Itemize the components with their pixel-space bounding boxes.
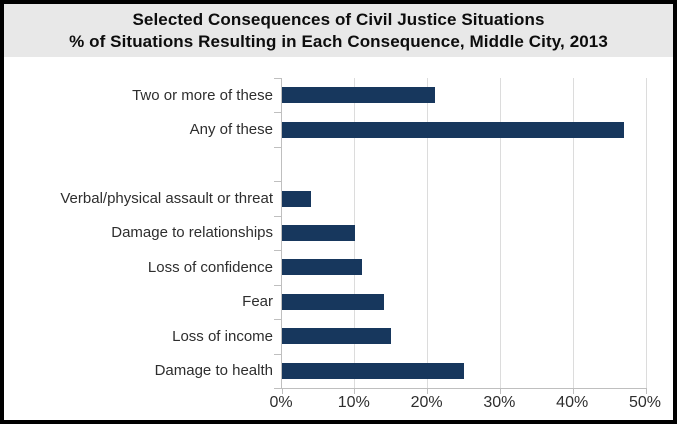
gridline (354, 78, 356, 388)
x-axis-tick (572, 388, 574, 394)
bar-two-or-more-of-these (282, 87, 435, 104)
y-axis-tick (274, 354, 281, 355)
x-axis-label: 20% (410, 394, 443, 411)
gridline (572, 78, 574, 388)
category-label: Damage to health (154, 362, 273, 380)
category-label: Verbal/physical assault or threat (60, 190, 273, 208)
x-axis-tick (427, 388, 429, 394)
bar-damage-to-health (282, 362, 464, 379)
category-label: Loss of confidence (147, 258, 273, 276)
x-axis-label: 0% (269, 394, 293, 411)
y-axis-tick (274, 250, 281, 251)
category-axis-labels: Two or more of these Any of these Verbal/p… (12, 78, 273, 388)
bar-loss-of-income (282, 328, 392, 345)
y-axis-tick (274, 216, 281, 217)
chart-title: Selected Consequences of Civil Justice S… (132, 9, 545, 29)
gridline (645, 78, 647, 388)
x-axis-label: 10% (337, 394, 370, 411)
x-axis-tick (645, 388, 647, 394)
chart-subtitle: % of Situations Resulting in Each Conseq… (69, 31, 608, 51)
x-axis-tick (281, 388, 283, 394)
category-label: Damage to relationships (111, 224, 273, 242)
y-axis-tick (274, 319, 281, 320)
bar-damage-to-relationships (282, 225, 355, 241)
x-axis-label: 30% (483, 394, 516, 411)
y-axis-tick (274, 388, 281, 389)
x-axis-label: 50% (628, 394, 662, 411)
category-label: Two or more of these (132, 86, 273, 104)
y-axis-tick (274, 181, 281, 182)
x-axis-label: 40% (556, 394, 589, 411)
category-label: Any of these (189, 121, 273, 139)
plot-area (274, 78, 647, 394)
gridline (499, 78, 501, 388)
bar-fear (282, 293, 384, 310)
x-axis-tick (499, 388, 501, 394)
chart-title-band: Selected Consequences of Civil Justice S… (4, 4, 673, 57)
gridline (427, 78, 429, 388)
y-axis-tick (274, 147, 281, 148)
y-axis-tick (274, 78, 281, 79)
bar-loss-of-confidence (282, 259, 363, 276)
category-label: Fear (242, 293, 273, 311)
x-axis-tick (354, 388, 356, 394)
bar-any-of-these (282, 121, 625, 138)
y-axis-tick (274, 285, 281, 286)
value-axis-labels: 0% 10% 20% 30% 40% 50% (269, 394, 661, 418)
category-label: Loss of income (172, 327, 273, 345)
y-axis-tick (274, 112, 281, 113)
bar-verbal-physical-assault-or-threat (282, 190, 312, 207)
